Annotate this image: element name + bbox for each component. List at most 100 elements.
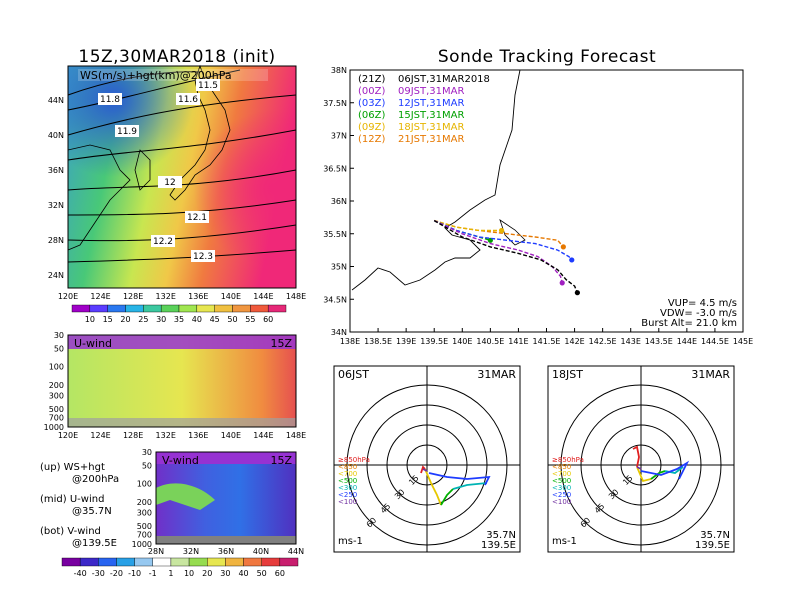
hodo-level-label: <250 <box>552 491 571 499</box>
track-line <box>433 219 579 293</box>
contour-label: 11.8 <box>100 95 120 105</box>
v-wind-frame <box>155 451 297 545</box>
uv-colorbar-label: -10 <box>128 569 141 578</box>
lon-tick-label: 144E <box>253 292 273 301</box>
hodo-level-label: <300 <box>552 484 571 492</box>
y-tick-label: 37.5N <box>323 99 347 108</box>
contour-label: 11.9 <box>117 127 137 137</box>
u-wind-frame <box>67 334 297 428</box>
x-tick-label: 141E <box>508 337 528 346</box>
pressure-tick-label: 700 <box>49 414 64 423</box>
lat-tick-label: 24N <box>48 271 64 280</box>
pressure-tick-label: 100 <box>49 363 64 372</box>
lon-tick-label: 120E <box>58 431 78 440</box>
hodo-trace <box>640 460 690 480</box>
contour-label-bg <box>98 93 122 105</box>
u-lon-ticks: 120E 124E 128E 132E 136E 140E 144E 148E <box>58 431 306 440</box>
track-coastline-boso <box>499 219 526 246</box>
track-x-ticks: 138E 138.5E 139E 139.5E 140E 140.5E 141E 141.5E… <box>340 328 753 346</box>
track-y-ticks: 34N 34.5N 35N 35.5N 36N 36.5N 37N 37.5N 38N <box>323 66 354 337</box>
uv-colorbar-cell <box>79 557 99 567</box>
ws-colorbar-label: 40 <box>192 315 202 324</box>
hodo-level-label: <500 <box>552 477 571 485</box>
hodo-lon: 139.5E <box>481 540 516 551</box>
uv-colorbar-cell <box>261 557 281 567</box>
ws-lon-ticks: 120E 124E 128E 132E 136E 140E 144E 148E <box>58 292 306 301</box>
ws-map: WS(m/s)+hgt(km)@200hPa 11.511.8 11.611.91… <box>48 64 306 301</box>
track-line <box>434 219 564 248</box>
uv-colorbar-label: 10 <box>184 569 194 578</box>
track-line <box>434 219 502 232</box>
desc-bot: (bot) V-wind <box>40 526 101 537</box>
panel-descriptions: (up) WS+hgt @200hPa (mid) U-wind @35.7N … <box>40 462 119 549</box>
pressure-tick-label: 300 <box>137 508 152 517</box>
lat-tick-label: 28N <box>48 236 64 245</box>
x-tick-label: 142E <box>564 337 584 346</box>
hodo-trace <box>636 466 652 483</box>
hodo-level-label: <100 <box>338 498 357 506</box>
uv-colorbar-cell <box>279 557 299 567</box>
v-wind-label: V-wind <box>162 454 199 467</box>
lat-tick-label: 28N <box>148 547 164 556</box>
pressure-tick-label: 200 <box>137 498 152 507</box>
hodo-level-label: <700 <box>338 470 357 478</box>
uv-colorbar-cell <box>152 557 172 567</box>
legend-code: (09Z) <box>358 122 385 133</box>
uv-colorbar-cell <box>116 557 135 567</box>
ws-colorbar-label: 30 <box>156 315 166 324</box>
uv-colorbar-label: 20 <box>202 569 212 578</box>
pressure-tick-label: 30 <box>54 331 64 340</box>
ws-colorbar-label: 50 <box>227 315 237 324</box>
y-tick-label: 36.5N <box>323 164 347 173</box>
contour-label: 11.5 <box>198 81 218 91</box>
ws-colorbar-cell <box>89 304 108 313</box>
u-wind-field <box>68 335 296 427</box>
uv-colorbar-cell <box>134 557 153 567</box>
lon-tick-label: 144E <box>253 431 273 440</box>
hodo-unit: ms-1 <box>338 536 363 547</box>
uv-colorbar-label: 50 <box>257 569 267 578</box>
contour-line <box>67 249 297 263</box>
contour-label-bg <box>176 93 200 105</box>
uv-colorbar-label: 30 <box>220 569 230 578</box>
legend-entry: 09JST,31MAR <box>398 86 465 97</box>
contour-label-bg <box>151 235 175 247</box>
x-tick-label: 143E <box>621 337 641 346</box>
contour-label: 12.3 <box>193 252 213 262</box>
desc-bot2: @139.5E <box>72 538 117 549</box>
coastline-china <box>67 144 131 251</box>
ws-colorbar-label: 20 <box>120 315 130 324</box>
hodo-level-label: <100 <box>552 498 571 506</box>
ws-colorbar-cell <box>125 304 144 313</box>
lon-tick-label: 140E <box>221 431 241 440</box>
legend-code: (03Z) <box>358 98 385 109</box>
pressure-tick-label: 50 <box>142 461 152 470</box>
lon-tick-label: 128E <box>123 431 143 440</box>
y-tick-label: 35N <box>331 263 347 272</box>
track-legend: (21Z) 06JST,31MAR2018 (00Z) 09JST,31MAR (03Z… <box>358 74 490 145</box>
ws-colorbar-label: 15 <box>103 315 113 324</box>
track-endpoint <box>560 244 566 250</box>
u-wind-label: U-wind <box>74 337 112 350</box>
pressure-tick-label: 500 <box>137 522 152 531</box>
v-wind-green-patch <box>156 483 215 510</box>
track-param: VDW= -3.0 m/s <box>660 308 737 319</box>
ws-colorbar-cell <box>107 304 126 313</box>
contour-label-bg <box>158 176 182 188</box>
contour-label-bg <box>191 250 215 262</box>
track-param: VUP= 4.5 m/s <box>668 298 737 309</box>
lon-tick-label: 140E <box>221 292 241 301</box>
lon-tick-label: 132E <box>156 431 176 440</box>
left-title: 15Z,30MAR2018 (init) <box>78 47 275 67</box>
uv-colorbar-label: -20 <box>110 569 123 578</box>
contour-line <box>67 199 297 216</box>
uv-colorbar-cell <box>188 557 208 567</box>
y-tick-label: 35.5N <box>323 230 347 239</box>
hodo-trace <box>420 465 426 474</box>
x-tick-label: 138E <box>340 337 360 346</box>
pressure-tick-label: 700 <box>137 531 152 540</box>
x-tick-label: 144E <box>677 337 697 346</box>
track-endpoint <box>498 227 505 234</box>
